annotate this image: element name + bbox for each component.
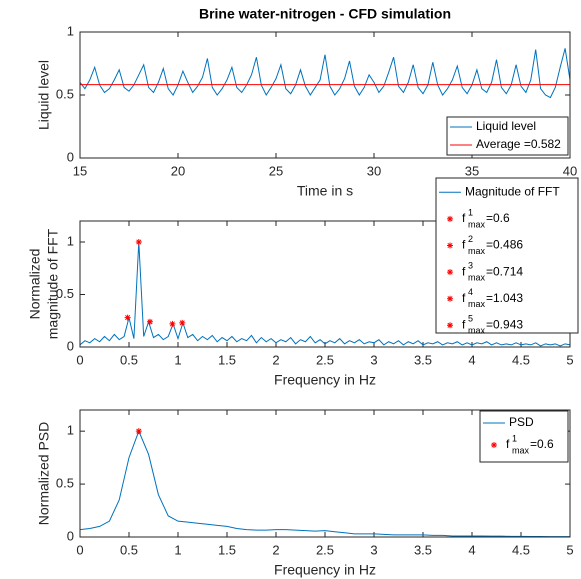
x-tick-label: 4 xyxy=(468,352,475,367)
legend-superscript: 1 xyxy=(468,207,473,217)
legend-label: =1.043 xyxy=(486,291,523,305)
axes-box xyxy=(79,31,571,159)
x-tick-label: 30 xyxy=(367,163,381,178)
legend-box xyxy=(435,177,579,334)
x-axis-label: Frequency in Hz xyxy=(274,562,376,578)
x-tick-label: 3.5 xyxy=(414,542,432,557)
x-tick-label: 3 xyxy=(370,352,377,367)
legend-marker xyxy=(447,322,453,329)
legend-symbol: f xyxy=(462,317,466,331)
legend-symbol: f xyxy=(462,291,466,305)
x-tick-label: 40 xyxy=(563,163,577,178)
y-axis-label: Normalized xyxy=(27,249,43,320)
legend-marker xyxy=(491,442,497,448)
y-tick-label: 0 xyxy=(67,338,74,353)
x-tick-label: 4.5 xyxy=(512,352,530,367)
x-tick-label: 0.5 xyxy=(120,542,138,557)
x-tick-label: 1 xyxy=(174,542,181,557)
legend-marker xyxy=(447,242,453,249)
legend-symbol: f xyxy=(462,264,466,278)
legend-symbol: f xyxy=(462,211,466,225)
legend-box xyxy=(479,410,569,463)
peak-marker xyxy=(135,239,142,245)
y-tick-label: 0.5 xyxy=(56,286,74,301)
x-tick-label: 0 xyxy=(76,542,83,557)
legend-symbol: f xyxy=(506,437,510,451)
x-tick-label: 25 xyxy=(269,163,283,178)
legend-subscript: max xyxy=(512,445,530,455)
y-tick-label: 0 xyxy=(67,528,74,543)
axes-box xyxy=(79,409,571,538)
x-tick-label: 5 xyxy=(566,542,573,557)
x-tick-label: 5 xyxy=(566,352,573,367)
legend-label: Magnitude of FFT xyxy=(465,184,560,198)
legend-subscript: max xyxy=(468,246,486,256)
x-tick-label: 2.5 xyxy=(316,542,334,557)
legend-label: Average =0.582 xyxy=(476,137,561,151)
legend-label: PSD xyxy=(509,415,534,429)
legend-marker xyxy=(447,215,453,222)
x-tick-label: 20 xyxy=(171,163,185,178)
x-tick-label: 3 xyxy=(370,542,377,557)
x-tick-label: 2.5 xyxy=(316,352,334,367)
y-tick-label: 1 xyxy=(67,23,74,38)
y-axis-label: magnitude of FFT xyxy=(45,228,61,339)
legend-box xyxy=(446,116,569,156)
peak-marker xyxy=(124,314,131,321)
peak-marker xyxy=(146,318,153,325)
legend-label: =0.6 xyxy=(486,211,510,225)
legend-label: =0.486 xyxy=(486,238,523,252)
x-tick-label: 3.5 xyxy=(414,352,432,367)
legend-subscript: max xyxy=(468,219,486,229)
y-tick-label: 0.5 xyxy=(56,476,74,491)
x-tick-label: 2 xyxy=(272,542,279,557)
legend-superscript: 5 xyxy=(468,314,473,324)
legend-superscript: 4 xyxy=(468,287,473,297)
y-tick-label: 0 xyxy=(67,149,74,164)
legend-label: =0.6 xyxy=(530,437,554,451)
data-line xyxy=(79,429,571,538)
data-line xyxy=(79,48,571,99)
legend-marker xyxy=(447,269,453,276)
x-axis-label: Time in s xyxy=(297,183,353,199)
legend-superscript: 2 xyxy=(468,234,473,244)
legend-symbol: f xyxy=(462,238,466,252)
legend-subscript: max xyxy=(468,326,486,336)
y-axis-label: Liquid level xyxy=(36,60,52,130)
peak-marker xyxy=(135,428,142,435)
x-tick-label: 4.5 xyxy=(512,542,530,557)
x-tick-label: 1 xyxy=(174,352,181,367)
data-line xyxy=(79,241,571,347)
legend-label: Liquid level xyxy=(476,119,536,133)
y-tick-label: 1 xyxy=(67,423,74,438)
peak-marker xyxy=(179,319,186,326)
legend-marker xyxy=(447,295,453,302)
y-tick-label: 0.5 xyxy=(56,86,74,101)
x-tick-label: 2 xyxy=(272,352,279,367)
legend-subscript: max xyxy=(468,299,486,309)
chart-title: Brine water-nitrogen - CFD simulation xyxy=(199,6,451,22)
x-tick-label: 35 xyxy=(465,163,479,178)
legend-superscript: 1 xyxy=(512,433,517,443)
x-tick-label: 4 xyxy=(468,542,475,557)
legend-subscript: max xyxy=(468,272,486,282)
x-tick-label: 0.5 xyxy=(120,352,138,367)
x-tick-label: 0 xyxy=(76,352,83,367)
y-axis-label: Normalized PSD xyxy=(36,422,52,525)
legend-superscript: 3 xyxy=(468,260,473,270)
peak-marker xyxy=(169,320,176,327)
x-tick-label: 15 xyxy=(73,163,87,178)
x-tick-label: 1.5 xyxy=(218,352,236,367)
x-axis-label: Frequency in Hz xyxy=(274,372,376,388)
legend-label: =0.714 xyxy=(486,264,523,278)
legend-label: =0.943 xyxy=(486,317,523,331)
y-tick-label: 1 xyxy=(67,233,74,248)
x-tick-label: 1.5 xyxy=(218,542,236,557)
